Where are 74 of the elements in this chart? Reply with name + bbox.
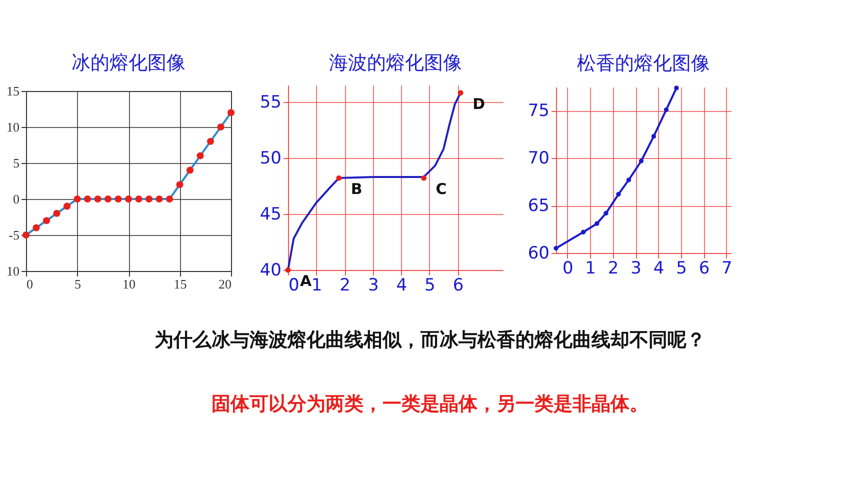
point — [53, 210, 60, 217]
point — [114, 195, 122, 203]
point — [42, 217, 50, 224]
x-tick-label: 6 — [698, 258, 710, 278]
point — [594, 221, 600, 226]
point — [421, 175, 427, 181]
point — [217, 123, 224, 131]
y-tick-label: 50 — [260, 148, 282, 168]
chart-title: 冰的熔化图像 — [72, 52, 186, 74]
x-tick-label: 1 — [311, 276, 322, 296]
annotation: B — [350, 180, 362, 198]
y-tick-label: 10 — [6, 120, 20, 134]
x-tick-label: 6 — [452, 276, 464, 296]
y-tick-label: 45 — [260, 204, 282, 224]
point — [227, 109, 235, 116]
point — [74, 195, 81, 203]
x-tick-label: 7 — [722, 258, 732, 278]
y-tick-label: 55 — [260, 92, 282, 112]
x-tick-label: 2 — [340, 276, 350, 296]
y-tick-label: 5 — [13, 156, 20, 170]
text: 固体可以分为两类，一类是晶体，另一类是非晶体。 — [210, 392, 650, 417]
point — [206, 138, 214, 145]
x-tick-label: 4 — [653, 258, 664, 278]
point — [554, 246, 558, 251]
y-tick-label: 0 — [13, 192, 20, 206]
point — [32, 224, 40, 232]
x-tick-label: 1 — [585, 258, 596, 278]
x-tick-label: 2 — [608, 258, 619, 278]
y-tick-label: 75 — [528, 101, 550, 122]
chart-title: 海波的熔化图像 — [329, 52, 462, 74]
point — [145, 195, 153, 203]
x-tick-label: 3 — [368, 276, 379, 296]
point — [166, 195, 174, 203]
point — [176, 181, 184, 188]
x-tick-label: 5 — [424, 276, 436, 296]
y-tick-label: 60 — [528, 244, 550, 264]
point — [651, 134, 656, 139]
point — [135, 195, 142, 203]
point — [336, 175, 342, 181]
point — [674, 86, 679, 90]
x-tick-label: 4 — [396, 276, 408, 296]
point — [156, 195, 163, 203]
chart-title: 松香的熔化图像 — [577, 52, 710, 75]
point — [638, 158, 644, 164]
x-tick-label: 20 — [218, 276, 232, 292]
x-tick-label: 3 — [630, 258, 642, 278]
y-tick-label: 70 — [528, 148, 550, 169]
y-tick-label: 40 — [260, 260, 282, 280]
point — [186, 166, 194, 174]
point — [616, 192, 621, 197]
x-tick-label: 15 — [174, 276, 187, 292]
point — [84, 195, 92, 203]
point — [580, 230, 586, 234]
annotation: C — [436, 180, 447, 198]
point — [196, 152, 204, 160]
point — [104, 195, 112, 203]
y-tick-label: 65 — [528, 196, 550, 216]
y-tick-label: 15 — [6, 84, 20, 98]
point — [626, 178, 632, 182]
text: 为什么冰与海波熔化曲线相似，而冰与松香的熔化曲线却不同呢？ — [154, 328, 706, 353]
x-tick-label: 0 — [562, 258, 574, 278]
x-tick-label: 0 — [26, 276, 33, 292]
y-tick-label: -5 — [8, 228, 20, 242]
point — [94, 195, 102, 203]
point — [604, 210, 608, 216]
x-tick-label: 5 — [74, 276, 81, 292]
point — [63, 202, 71, 210]
x-tick-label: 10 — [122, 276, 136, 292]
point — [458, 90, 464, 96]
annotation: A — [300, 272, 312, 290]
point — [124, 195, 132, 203]
x-tick-label: 0 — [288, 276, 300, 296]
point — [664, 107, 669, 112]
x-tick-label: 5 — [676, 258, 687, 278]
